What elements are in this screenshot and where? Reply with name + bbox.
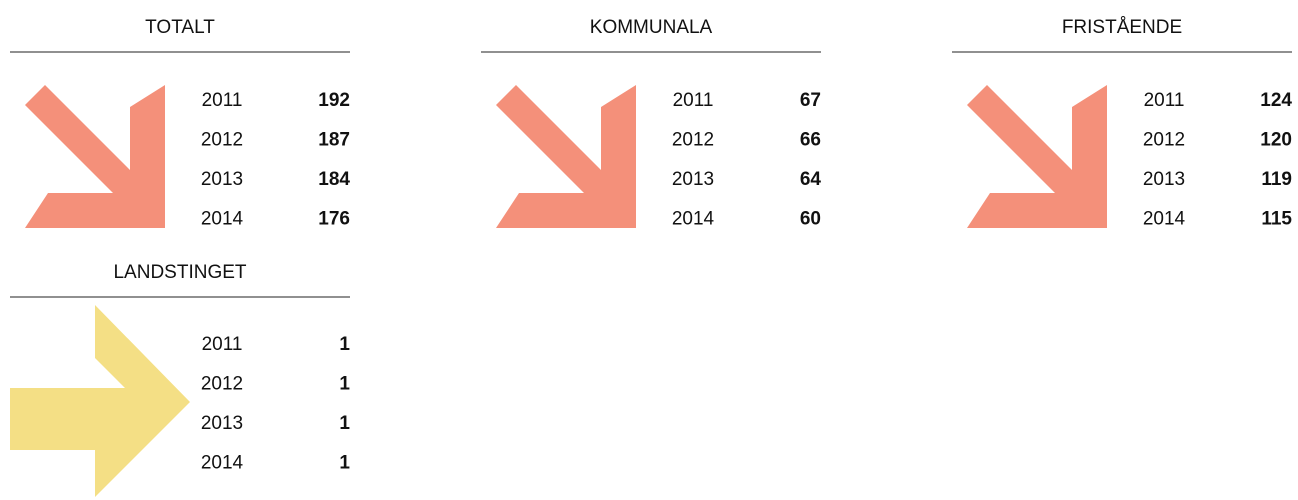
value: 176 bbox=[318, 209, 350, 230]
panel-title: KOMMUNALA bbox=[590, 17, 713, 38]
value: 64 bbox=[800, 169, 822, 190]
value: 1 bbox=[339, 334, 350, 355]
value: 67 bbox=[800, 90, 821, 111]
value: 187 bbox=[318, 130, 350, 151]
panel-title: TOTALT bbox=[145, 17, 215, 38]
year: 2011 bbox=[673, 90, 714, 111]
value: 192 bbox=[318, 90, 350, 111]
year: 2011 bbox=[1144, 90, 1185, 111]
year: 2014 bbox=[672, 209, 715, 230]
year: 2012 bbox=[201, 374, 243, 395]
year: 2013 bbox=[672, 169, 714, 190]
year: 2013 bbox=[1143, 169, 1185, 190]
value: 115 bbox=[1261, 209, 1292, 230]
year: 2013 bbox=[201, 169, 243, 190]
value: 1 bbox=[339, 374, 350, 395]
value: 60 bbox=[800, 209, 821, 230]
value: 124 bbox=[1260, 90, 1292, 111]
value: 1 bbox=[339, 413, 350, 434]
trend-arrow bbox=[25, 85, 165, 228]
trend-arrow bbox=[967, 85, 1107, 228]
value: 119 bbox=[1261, 169, 1292, 190]
year: 2014 bbox=[1143, 209, 1186, 230]
year: 2011 bbox=[202, 334, 243, 355]
year: 2014 bbox=[201, 453, 244, 474]
year: 2011 bbox=[202, 90, 243, 111]
value: 120 bbox=[1260, 130, 1292, 151]
year: 2012 bbox=[672, 130, 714, 151]
panel-title: FRISTÅENDE bbox=[1062, 17, 1182, 38]
year: 2014 bbox=[201, 209, 244, 230]
value: 1 bbox=[339, 453, 350, 474]
panel-title: LANDSTINGET bbox=[113, 262, 246, 283]
year: 2012 bbox=[201, 130, 243, 151]
year: 2012 bbox=[1143, 130, 1185, 151]
value: 184 bbox=[318, 169, 350, 190]
trend-arrow bbox=[10, 305, 190, 497]
value: 66 bbox=[800, 130, 821, 151]
year: 2013 bbox=[201, 413, 243, 434]
trend-arrow bbox=[496, 85, 636, 228]
